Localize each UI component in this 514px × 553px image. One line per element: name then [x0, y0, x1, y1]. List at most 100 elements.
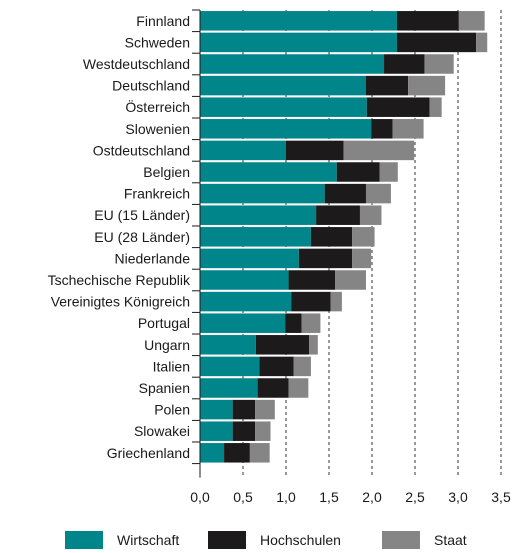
- bar-hochschulen-11: [298, 248, 353, 269]
- category-label-6: Ostdeutschland: [93, 142, 190, 158]
- bar-hochschulen-0: [396, 11, 459, 31]
- bar-wirtschaft-3: [200, 75, 366, 96]
- bar-wirtschaft-5: [200, 119, 372, 139]
- bar-wirtschaft-9: [200, 205, 317, 225]
- category-label-15: Ungarn: [144, 337, 190, 353]
- bar-staat-17: [288, 378, 309, 398]
- bar-staat-10: [352, 227, 375, 247]
- bar-hochschulen-3: [365, 75, 409, 96]
- bar-staat-8: [365, 183, 391, 204]
- bar-wirtschaft-17: [200, 378, 258, 398]
- bar-staat-16: [293, 356, 311, 377]
- category-label-5: Slowenien: [125, 121, 190, 137]
- category-label-4: Österreich: [125, 98, 190, 115]
- bar-hochschulen-15: [255, 335, 310, 355]
- legend-label-staat: Staat: [434, 532, 467, 548]
- bar-wirtschaft-16: [200, 356, 260, 377]
- bar-wirtschaft-2: [200, 54, 385, 74]
- category-label-20: Griechenland: [107, 445, 190, 461]
- category-label-17: Spanien: [139, 380, 190, 396]
- bar-hochschulen-19: [232, 421, 256, 441]
- bar-staat-19: [255, 421, 271, 441]
- bar-hochschulen-14: [285, 313, 302, 333]
- bar-hochschulen-12: [288, 270, 336, 290]
- bar-staat-14: [301, 313, 321, 333]
- category-label-19: Slowakei: [134, 423, 190, 439]
- x-tick-label-2: 1,0: [276, 489, 296, 505]
- bar-staat-5: [392, 119, 424, 139]
- bar-wirtschaft-19: [200, 421, 233, 441]
- category-label-1: Schweden: [125, 34, 190, 50]
- bar-wirtschaft-7: [200, 162, 337, 182]
- x-tick-label-6: 3,0: [448, 489, 468, 505]
- legend-swatch-staat: [382, 531, 420, 549]
- category-label-12: Tschechische Republik: [48, 272, 191, 288]
- bar-staat-0: [458, 11, 485, 31]
- category-label-10: EU (28 Länder): [94, 229, 190, 245]
- category-labels: Finnland Schweden Westdeutschland Deutschla…: [48, 13, 191, 461]
- bar-hochschulen-7: [336, 162, 380, 182]
- bar-wirtschaft-10: [200, 227, 311, 247]
- category-label-3: Deutschland: [112, 78, 190, 94]
- bars-group: [200, 11, 488, 463]
- legend-swatch-hochschulen: [208, 531, 246, 549]
- legend-label-hochschulen: Hochschulen: [260, 532, 341, 548]
- bar-hochschulen-4: [366, 97, 430, 117]
- bar-hochschulen-16: [259, 356, 294, 377]
- x-tick-label-3: 1,5: [319, 489, 339, 505]
- x-tick-label-7: 3,5: [491, 489, 511, 505]
- category-label-0: Finnland: [136, 13, 190, 29]
- category-label-13: Vereinigtes Königreich: [51, 294, 190, 310]
- bar-wirtschaft-0: [200, 11, 397, 31]
- bar-wirtschaft-8: [200, 183, 325, 204]
- category-label-7: Belgien: [143, 164, 190, 180]
- bar-staat-20: [249, 443, 270, 463]
- bar-hochschulen-6: [286, 140, 344, 161]
- legend-swatch-wirtschaft: [65, 531, 103, 549]
- bar-wirtschaft-15: [200, 335, 256, 355]
- legend: Wirtschaft Hochschulen Staat: [65, 531, 467, 549]
- bar-staat-15: [309, 335, 318, 355]
- bar-staat-12: [335, 270, 366, 290]
- x-tick-label-0: 0,0: [190, 489, 210, 505]
- bar-hochschulen-9: [316, 205, 360, 225]
- bar-staat-2: [424, 54, 454, 74]
- bar-wirtschaft-18: [200, 399, 233, 420]
- bar-staat-13: [330, 291, 342, 312]
- x-tick-label-4: 2,0: [362, 489, 382, 505]
- x-tick-label-5: 2,5: [405, 489, 425, 505]
- bar-hochschulen-1: [396, 32, 477, 53]
- bar-wirtschaft-6: [200, 140, 286, 161]
- bar-wirtschaft-4: [200, 97, 367, 117]
- bar-staat-6: [343, 140, 415, 161]
- x-tick-label-1: 0,5: [233, 489, 253, 505]
- bar-hochschulen-20: [224, 443, 250, 463]
- bar-hochschulen-2: [384, 54, 425, 74]
- category-label-2: Westdeutschland: [83, 56, 190, 72]
- bar-wirtschaft-12: [200, 270, 289, 290]
- bar-staat-4: [429, 97, 442, 117]
- bar-hochschulen-5: [371, 119, 393, 139]
- category-label-11: Niederlande: [115, 250, 191, 266]
- bar-staat-9: [359, 205, 382, 225]
- bar-staat-1: [476, 32, 488, 53]
- category-label-18: Polen: [154, 402, 190, 418]
- bar-staat-7: [379, 162, 398, 182]
- bar-hochschulen-13: [291, 291, 331, 312]
- bar-wirtschaft-13: [200, 291, 292, 312]
- legend-label-wirtschaft: Wirtschaft: [117, 532, 179, 548]
- bar-wirtschaft-1: [200, 32, 397, 53]
- bar-hochschulen-18: [232, 399, 256, 420]
- bar-staat-18: [255, 399, 275, 420]
- bar-wirtschaft-11: [200, 248, 299, 269]
- category-label-16: Italien: [153, 358, 190, 374]
- bar-staat-3: [408, 75, 446, 96]
- bar-wirtschaft-14: [200, 313, 286, 333]
- y-axis: [192, 9, 201, 478]
- category-label-14: Portugal: [138, 315, 190, 331]
- bar-wirtschaft-20: [200, 443, 225, 463]
- category-label-8: Frankreich: [124, 186, 190, 202]
- bar-hochschulen-8: [324, 183, 366, 204]
- category-label-9: EU (15 Länder): [94, 207, 190, 223]
